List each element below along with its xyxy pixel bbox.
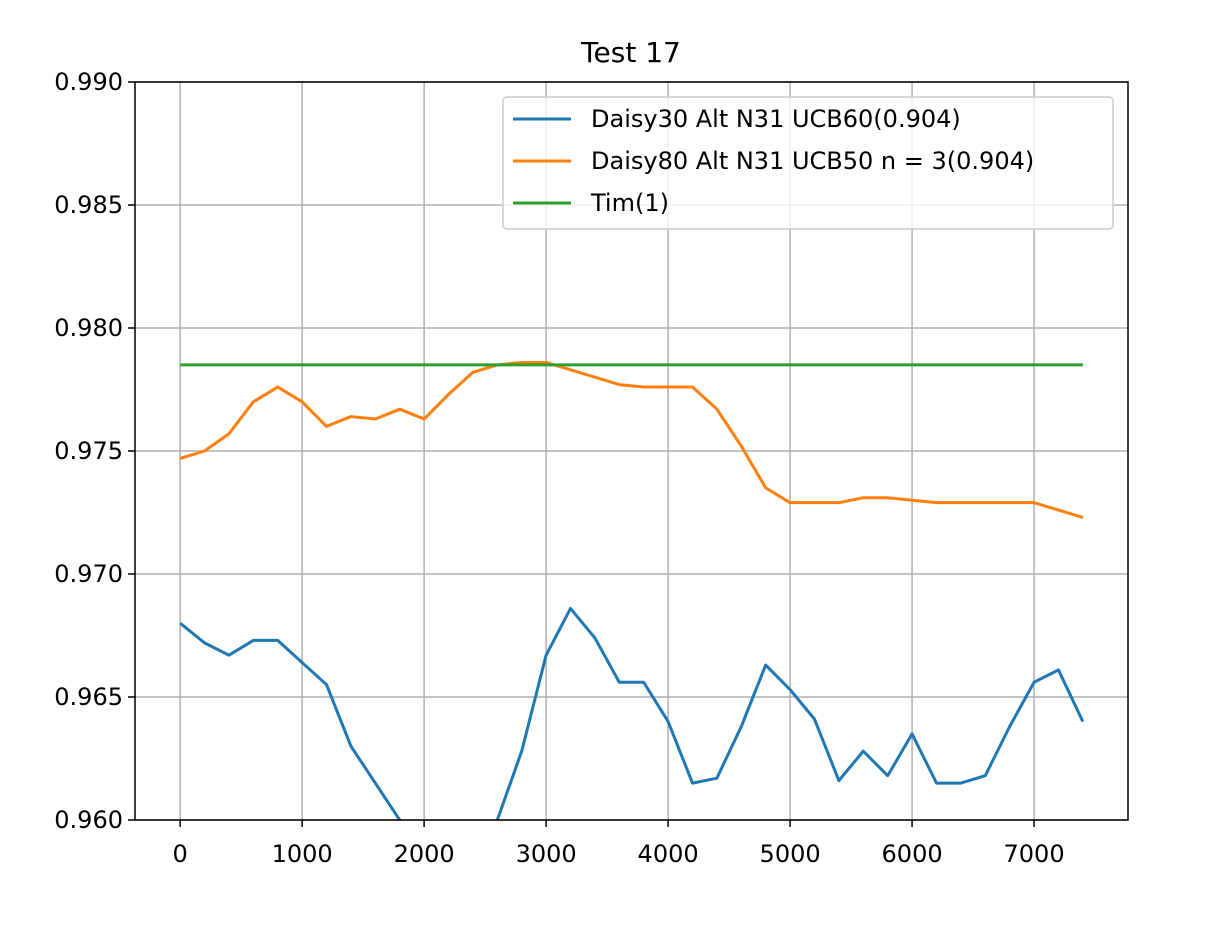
legend-label: Daisy80 Alt N31 UCB50 n = 3(0.904)	[591, 147, 1034, 175]
x-tick-label: 6000	[882, 840, 943, 868]
y-tick-label: 0.960	[54, 806, 123, 834]
series-line	[179, 606, 1085, 820]
y-tick-label: 0.990	[54, 68, 123, 96]
y-tick-label: 0.975	[54, 437, 123, 465]
x-tick-label: 3000	[516, 840, 577, 868]
y-tick-label: 0.965	[54, 683, 123, 711]
y-tick-label: 0.980	[54, 314, 123, 342]
x-tick-label: 0	[172, 840, 187, 868]
x-tick-label: 1000	[272, 840, 333, 868]
series-line	[179, 360, 1084, 519]
legend-label: Daisy30 Alt N31 UCB60(0.904)	[591, 105, 961, 133]
x-tick-label: 2000	[394, 840, 455, 868]
x-tick-label: 7000	[1004, 840, 1065, 868]
legend-label: Tim(1)	[590, 189, 669, 217]
x-tick-label: 5000	[760, 840, 821, 868]
legend-box	[502, 96, 1114, 230]
x-tick-label: 4000	[638, 840, 699, 868]
y-tick-label: 0.970	[54, 560, 123, 588]
chart-title: Test 17	[580, 36, 681, 69]
y-tick-label: 0.985	[54, 191, 123, 219]
